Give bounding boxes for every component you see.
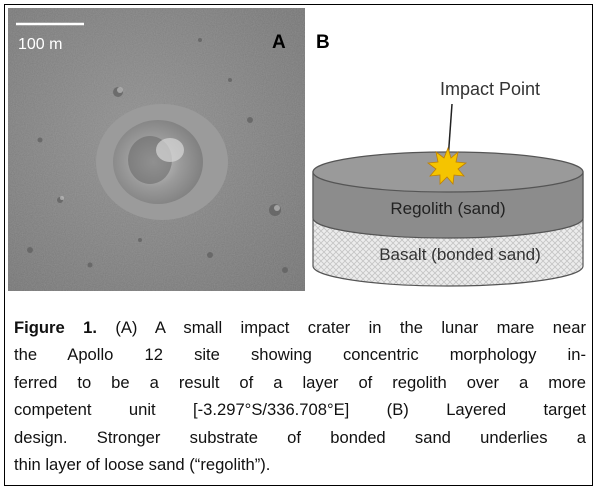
caption-text: ferred to be a result of a layer of rego… <box>14 372 586 392</box>
panel-a-label: A <box>272 32 286 53</box>
caption-line: competent unit [-3.297°S/336.708°E] (B) … <box>14 396 586 423</box>
caption: Figure 1. (A) A small impact crater in t… <box>14 314 586 478</box>
scale-bar-label: 100 m <box>18 36 62 53</box>
caption-line: thin layer of loose sand (“regolith”). <box>14 451 586 478</box>
figure-frame <box>4 4 593 486</box>
caption-line: design. Stronger substrate of bonded san… <box>14 424 586 451</box>
caption-text: thin layer of loose sand (“regolith”). <box>14 455 271 475</box>
caption-line: Figure 1. (A) A small impact crater in t… <box>14 314 586 341</box>
top-layer-label: Regolith (sand) <box>390 199 505 218</box>
caption-line: ferred to be a result of a layer of rego… <box>14 369 586 396</box>
caption-label: Figure 1. <box>14 318 97 337</box>
caption-line: the Apollo 12 site showing concentric mo… <box>14 341 586 368</box>
target-cylinder <box>312 151 584 287</box>
figure-panels: 100 m A B Impact Point Regolith (sand) B… <box>8 8 584 291</box>
caption-text: the Apollo 12 site showing concentric mo… <box>14 345 586 365</box>
lunar-image <box>8 8 305 291</box>
bottom-layer-label: Basalt (bonded sand) <box>379 245 541 264</box>
caption-text: design. Stronger substrate of bonded san… <box>14 427 586 447</box>
panel-b-label: B <box>316 32 330 53</box>
impact-burst <box>426 146 468 185</box>
caption-text: competent unit [-3.297°S/336.708°E] (B) … <box>14 400 586 420</box>
impact-label: Impact Point <box>440 79 540 99</box>
caption-text: (A) A small impact crater in the lunar m… <box>96 318 587 337</box>
